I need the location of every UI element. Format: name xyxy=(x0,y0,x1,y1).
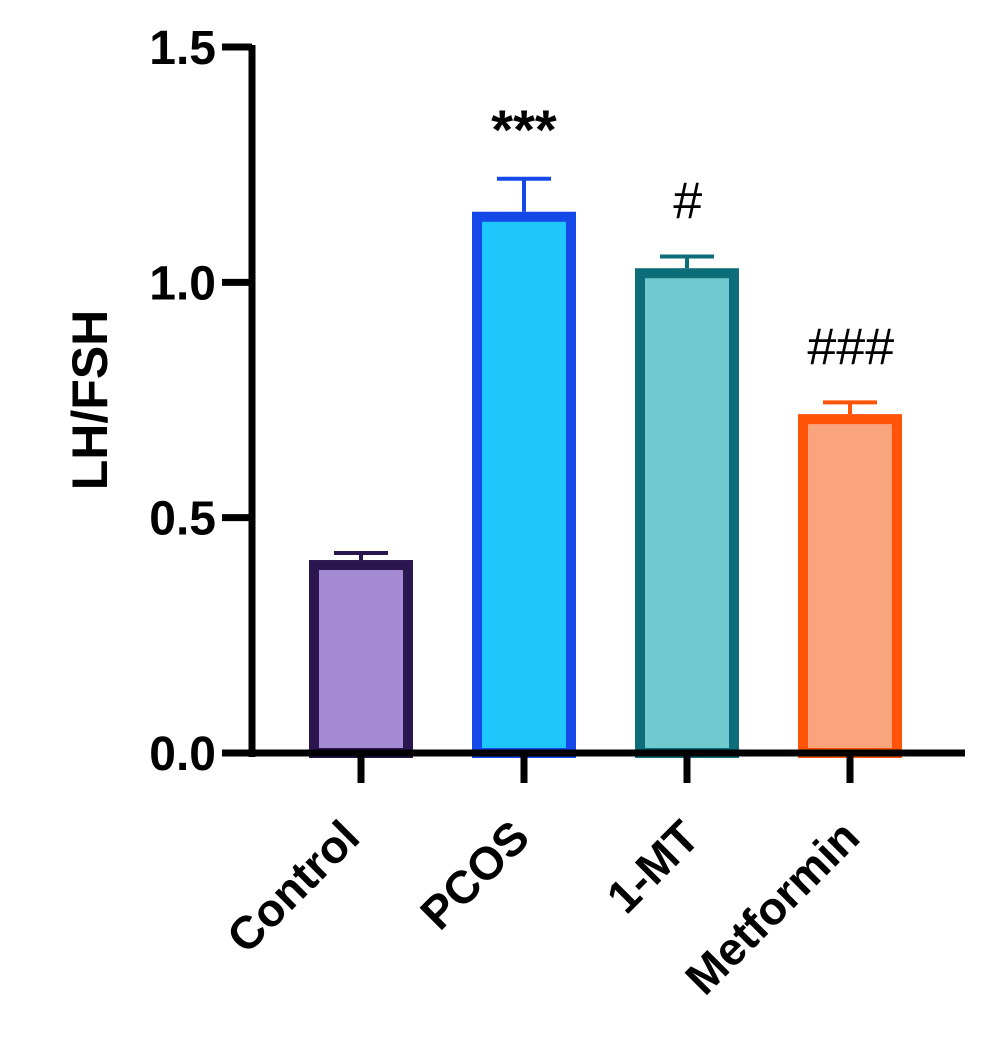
bar-rect xyxy=(309,560,413,758)
y-tick-label: 0.0 xyxy=(149,728,216,781)
significance-marker: ### xyxy=(807,318,895,376)
bar-control xyxy=(309,550,413,758)
significance-marker: # xyxy=(673,172,703,230)
y-tick-label: 1.5 xyxy=(149,22,216,75)
bar-1-mt xyxy=(635,254,739,758)
bar-pcos xyxy=(472,176,576,758)
bar-metformin xyxy=(798,400,902,758)
x-category-label: PCOS xyxy=(410,810,539,939)
y-tick-label: 0.5 xyxy=(149,493,216,546)
x-category-label: Control xyxy=(217,810,369,962)
y-axis-label: LH/FSH xyxy=(62,310,118,491)
x-axis xyxy=(222,749,965,783)
x-category-label: Metformin xyxy=(675,810,869,1004)
y-tick-label: 1.0 xyxy=(149,257,216,310)
x-category-label: 1-MT xyxy=(596,810,709,923)
bar-rect xyxy=(635,268,739,758)
bar-rect xyxy=(798,414,902,758)
y-axis: 0.0 0.5 1.0 1.5 xyxy=(149,22,256,781)
bars xyxy=(309,176,902,758)
significance-annotations: ***#### xyxy=(491,98,894,377)
significance-marker: *** xyxy=(491,98,557,161)
y-axis-title: LH/FSH xyxy=(62,310,118,491)
bar-rect xyxy=(472,211,576,758)
